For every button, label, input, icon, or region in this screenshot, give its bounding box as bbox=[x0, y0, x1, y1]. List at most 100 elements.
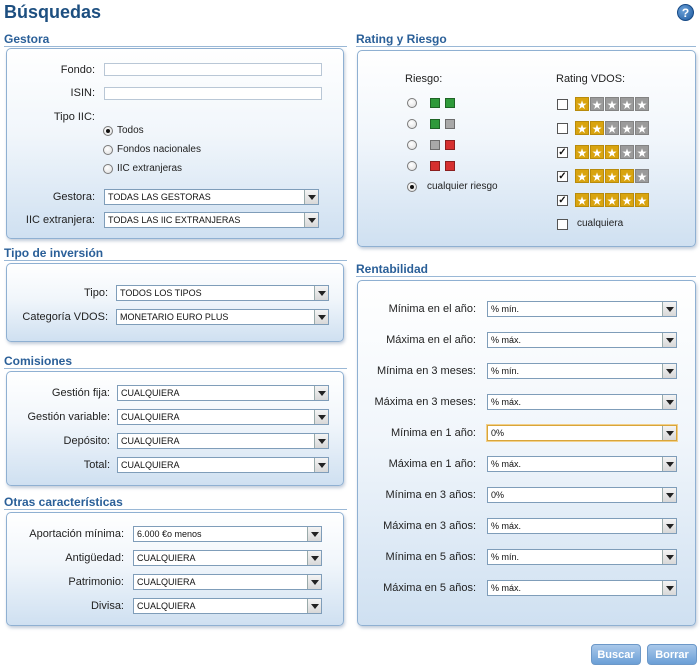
star-icon: ★ bbox=[635, 145, 649, 160]
chevron-down-icon[interactable] bbox=[307, 575, 321, 589]
rating-checkbox[interactable]: ✓ bbox=[557, 171, 568, 182]
riesgo-any-label: cualquier riesgo bbox=[427, 181, 498, 192]
iic-extranjera-select[interactable]: TODAS LAS IIC EXTRANJERAS bbox=[104, 212, 319, 228]
chevron-down-icon[interactable] bbox=[314, 458, 328, 472]
field-select[interactable]: % mín. bbox=[487, 301, 677, 317]
chevron-down-icon[interactable] bbox=[304, 190, 318, 204]
categoria-select[interactable]: MONETARIO EURO PLUS bbox=[116, 309, 329, 325]
rating-checkbox[interactable] bbox=[557, 123, 568, 134]
select-value: CUALQUIERA bbox=[137, 577, 196, 587]
field-label: Máxima en 1 año: bbox=[388, 458, 476, 470]
buscar-button[interactable]: Buscar bbox=[591, 644, 641, 665]
rating-checkbox[interactable]: ✓ bbox=[557, 195, 568, 206]
section-divider bbox=[4, 509, 347, 510]
star-icon: ★ bbox=[635, 121, 649, 136]
radio-tipo-todos[interactable] bbox=[103, 126, 113, 136]
radio-tipo-nacionales[interactable] bbox=[103, 145, 113, 155]
star-icon: ★ bbox=[575, 121, 589, 136]
field-label: Máxima en 5 años: bbox=[383, 582, 476, 594]
chevron-down-icon[interactable] bbox=[662, 395, 676, 409]
field-select[interactable]: % máx. bbox=[487, 394, 677, 410]
chevron-down-icon[interactable] bbox=[314, 286, 328, 300]
star-icon: ★ bbox=[620, 97, 634, 112]
radio-riesgo[interactable] bbox=[407, 182, 417, 192]
field-select[interactable]: % máx. bbox=[487, 518, 677, 534]
select-value: % máx. bbox=[491, 459, 522, 469]
field-select[interactable]: CUALQUIERA bbox=[117, 433, 329, 449]
borrar-button[interactable]: Borrar bbox=[647, 644, 697, 665]
star-icon: ★ bbox=[605, 169, 619, 184]
field-select[interactable]: CUALQUIERA bbox=[117, 457, 329, 473]
chevron-down-icon[interactable] bbox=[662, 333, 676, 347]
help-icon[interactable]: ? bbox=[677, 4, 694, 21]
section-divider bbox=[356, 276, 696, 277]
chevron-down-icon[interactable] bbox=[314, 310, 328, 324]
field-select[interactable]: 6.000 €o menos bbox=[133, 526, 322, 542]
radio-tipo-extranjeras[interactable] bbox=[103, 164, 113, 174]
gestora-select[interactable]: TODAS LAS GESTORAS bbox=[104, 189, 319, 205]
chevron-down-icon[interactable] bbox=[307, 599, 321, 613]
chevron-down-icon[interactable] bbox=[314, 386, 328, 400]
star-icon: ★ bbox=[590, 97, 604, 112]
field-label: Mínima en 5 años: bbox=[385, 551, 477, 563]
field-select[interactable]: CUALQUIERA bbox=[133, 598, 322, 614]
field-label: Mínima en 3 años: bbox=[385, 489, 477, 501]
section-divider bbox=[4, 46, 347, 47]
star-icon: ★ bbox=[605, 193, 619, 208]
chevron-down-icon[interactable] bbox=[307, 527, 321, 541]
panel-gestora bbox=[6, 48, 344, 239]
chevron-down-icon[interactable] bbox=[662, 519, 676, 533]
chevron-down-icon[interactable] bbox=[662, 581, 676, 595]
isin-input[interactable] bbox=[104, 87, 322, 100]
risk-level-icon bbox=[430, 161, 440, 171]
chevron-down-icon[interactable] bbox=[662, 302, 676, 316]
rating-checkbox[interactable] bbox=[557, 99, 568, 110]
tipo-label: Tipo: bbox=[83, 287, 108, 299]
field-select[interactable]: % máx. bbox=[487, 456, 677, 472]
radio-label-todos: Todos bbox=[117, 125, 144, 136]
radio-riesgo[interactable] bbox=[407, 98, 417, 108]
select-value: 0% bbox=[491, 490, 505, 500]
chevron-down-icon[interactable] bbox=[662, 488, 676, 502]
tipo-select[interactable]: TODOS LOS TIPOS bbox=[116, 285, 329, 301]
chevron-down-icon[interactable] bbox=[307, 551, 321, 565]
chevron-down-icon[interactable] bbox=[662, 364, 676, 378]
select-value: CUALQUIERA bbox=[121, 388, 180, 398]
chevron-down-icon[interactable] bbox=[662, 550, 676, 564]
field-select[interactable]: % máx. bbox=[487, 332, 677, 348]
field-select[interactable]: CUALQUIERA bbox=[117, 385, 329, 401]
fondo-input[interactable] bbox=[104, 63, 322, 76]
page-title: Búsquedas bbox=[4, 2, 102, 22]
field-select[interactable]: CUALQUIERA bbox=[117, 409, 329, 425]
iic-extranjera-label: IIC extranjera: bbox=[25, 214, 95, 226]
field-label: Aportación mínima: bbox=[29, 528, 124, 540]
field-select[interactable]: % mín. bbox=[487, 363, 677, 379]
field-label: Máxima en el año: bbox=[386, 334, 476, 346]
rating-checkbox[interactable] bbox=[557, 219, 568, 230]
field-select[interactable]: 0% bbox=[487, 425, 677, 441]
field-select[interactable]: CUALQUIERA bbox=[133, 574, 322, 590]
select-value: CUALQUIERA bbox=[121, 412, 180, 422]
chevron-down-icon[interactable] bbox=[314, 410, 328, 424]
chevron-down-icon[interactable] bbox=[314, 434, 328, 448]
field-select[interactable]: % mín. bbox=[487, 549, 677, 565]
field-label: Antigüedad: bbox=[65, 552, 124, 564]
rating-stars: ★ ★ ★ ★ ★ bbox=[575, 97, 650, 112]
select-value: % máx. bbox=[491, 397, 522, 407]
star-icon: ★ bbox=[635, 169, 649, 184]
field-select[interactable]: % máx. bbox=[487, 580, 677, 596]
field-select[interactable]: 0% bbox=[487, 487, 677, 503]
star-icon: ★ bbox=[620, 169, 634, 184]
rating-checkbox[interactable]: ✓ bbox=[557, 147, 568, 158]
field-select[interactable]: CUALQUIERA bbox=[133, 550, 322, 566]
radio-riesgo[interactable] bbox=[407, 161, 417, 171]
radio-riesgo[interactable] bbox=[407, 119, 417, 129]
chevron-down-icon[interactable] bbox=[304, 213, 318, 227]
gestora-select-value: TODAS LAS GESTORAS bbox=[108, 192, 211, 202]
radio-riesgo[interactable] bbox=[407, 140, 417, 150]
select-value: % máx. bbox=[491, 335, 522, 345]
rating-stars: ★ ★ ★ ★ ★ bbox=[575, 169, 650, 184]
star-icon: ★ bbox=[605, 121, 619, 136]
chevron-down-icon[interactable] bbox=[662, 457, 676, 471]
chevron-down-icon[interactable] bbox=[662, 426, 676, 440]
